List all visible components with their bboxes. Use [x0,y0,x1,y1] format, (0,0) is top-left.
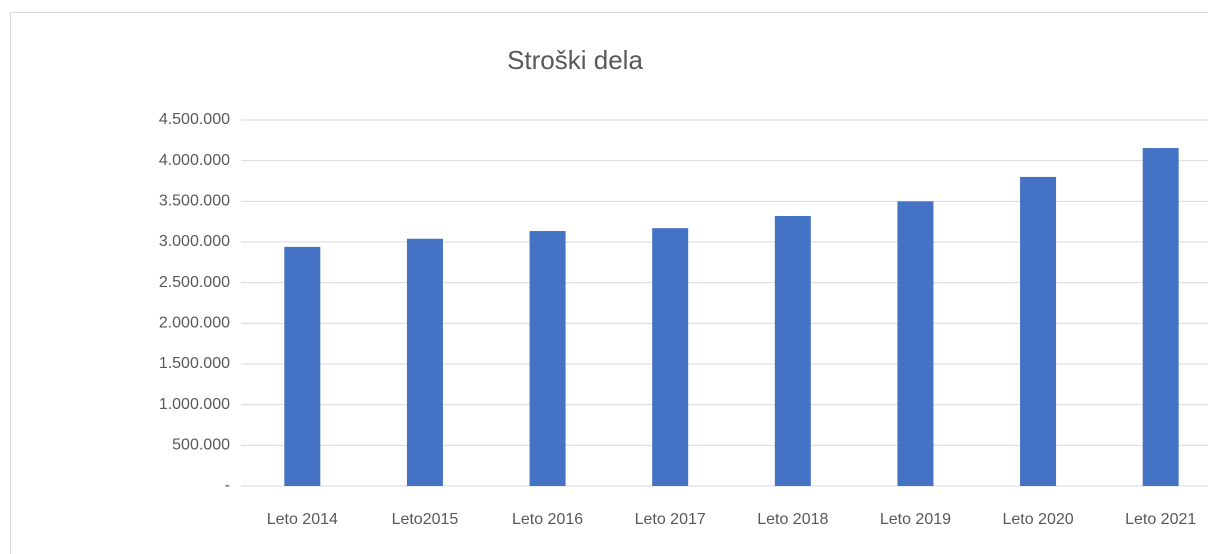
x-tick-label: Leto 2020 [1002,511,1073,528]
y-tick-label: 1.500.000 [159,355,230,372]
y-tick-label: 2.500.000 [159,274,230,291]
x-tick-label: Leto 2018 [757,511,828,528]
x-tick-label: Leto 2016 [512,511,583,528]
bar [406,238,443,486]
y-tick-label: 500.000 [172,437,230,454]
x-tick-label: Leto 2014 [267,511,338,528]
bar [1142,148,1179,486]
y-tick-label: 3.500.000 [159,193,230,210]
chart-frame [10,12,1208,554]
x-tick-label: Leto 2021 [1125,511,1196,528]
bar [1020,176,1057,486]
y-tick-label: - [225,477,230,494]
y-tick-label: 2.000.000 [159,315,230,332]
bar [284,246,321,486]
y-tick-label: 1.000.000 [159,396,230,413]
bar [897,201,934,487]
y-tick-label: 4.500.000 [159,111,230,128]
y-tick-label: 4.000.000 [159,152,230,169]
bar [529,231,566,486]
x-tick-label: Leto 2017 [635,511,706,528]
chart-title: Stroški dela [507,45,643,75]
y-tick-label: 3.000.000 [159,233,230,250]
x-tick-label: Leto 2019 [880,511,951,528]
x-tick-label: Leto2015 [392,511,459,528]
bar [652,228,689,486]
bar [774,215,811,486]
